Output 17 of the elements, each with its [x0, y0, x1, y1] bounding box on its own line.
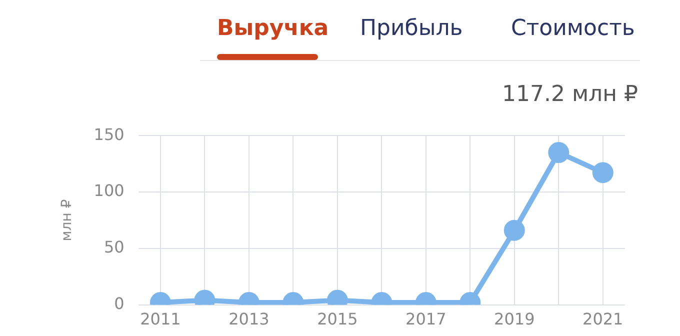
point — [548, 142, 570, 164]
x-tick-label: 2019 — [494, 310, 535, 329]
text: Прибыль — [360, 16, 463, 41]
x-tick-label: 2013 — [228, 310, 270, 329]
y-tick-label: 150 — [94, 124, 124, 144]
x-tick-label: 2021 — [582, 310, 624, 329]
y-tick-label: 0 — [114, 294, 124, 313]
y-tick-label: 100 — [94, 181, 124, 200]
x-tick-label: 2011 — [140, 310, 181, 329]
text: 117.2 млн ₽ — [502, 82, 638, 107]
x-tick-label: 2017 — [406, 310, 446, 329]
y-tick-label: 50 — [104, 238, 124, 257]
point — [592, 162, 614, 184]
x-tick-label: 2015 — [317, 310, 358, 329]
text: Выручка — [217, 16, 329, 41]
y-axis-title: млн ₽ — [59, 199, 76, 242]
text: Стоимость — [511, 16, 635, 41]
